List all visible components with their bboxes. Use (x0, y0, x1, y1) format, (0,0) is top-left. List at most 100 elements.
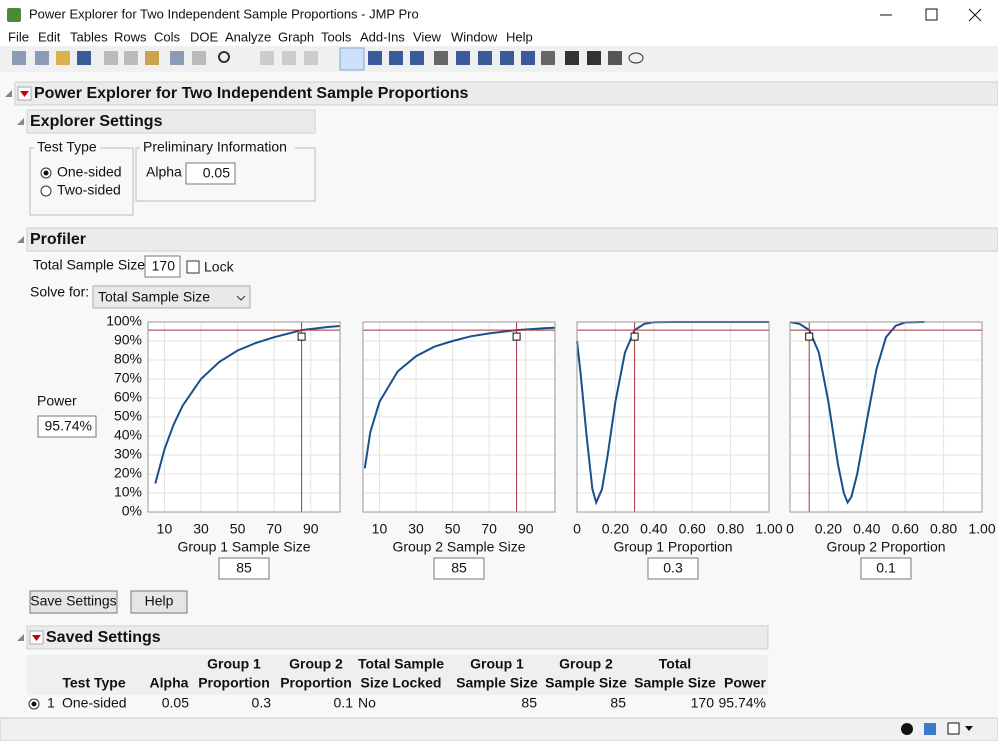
table-header: Group 2 (559, 656, 613, 672)
x-tick-label: 70 (266, 521, 282, 537)
menu-item[interactable]: Window (451, 29, 498, 44)
x-tick-label: 50 (230, 521, 246, 537)
power-input[interactable] (37, 415, 97, 438)
x-axis-label: Group 1 Proportion (613, 539, 732, 555)
disclosure[interactable] (5, 90, 12, 97)
alpha-input[interactable] (185, 162, 236, 185)
button[interactable] (29, 590, 118, 614)
solve-for-dropdown[interactable] (92, 285, 251, 309)
current-input[interactable] (433, 557, 485, 580)
x-axis-label: Group 2 Sample Size (392, 539, 525, 555)
menu-item[interactable]: Cols (154, 29, 181, 44)
status-icons (901, 722, 973, 735)
explorer-settings-title-bar (26, 109, 316, 134)
maximize[interactable] (925, 8, 938, 21)
table-header: Alpha (150, 675, 189, 691)
x-tick-label: 30 (193, 521, 209, 537)
menu-item[interactable]: Analyze (225, 29, 271, 44)
table-header: Group 1 (207, 656, 261, 672)
table-cell: 95.74% (719, 695, 766, 711)
table-header: Sample Size (545, 675, 627, 691)
x-tick-label: 10 (157, 521, 173, 537)
x-tick-label: 0.20 (815, 521, 842, 537)
table-header: Group 2 (289, 656, 343, 672)
menu-item[interactable]: View (413, 29, 442, 44)
plot-border (147, 321, 341, 513)
x-tick-label: 10 (372, 521, 388, 537)
menu-item[interactable]: Help (506, 29, 533, 44)
table-cell: 0.3 (252, 695, 272, 711)
close[interactable] (968, 8, 982, 22)
disclosure[interactable] (17, 634, 24, 641)
menu-item[interactable]: Add-Ins (360, 29, 405, 44)
explorer-settings-title: Explorer Settings (30, 113, 163, 130)
y-tick-label: 80% (114, 351, 142, 367)
lock-label: Lock (204, 259, 235, 275)
current-value: 0.1 (876, 560, 896, 576)
report-title: Power Explorer for Two Independent Sampl… (34, 85, 469, 102)
menu-item[interactable]: Edit (38, 29, 61, 44)
plot-border (789, 321, 983, 513)
menu-item[interactable]: Rows (114, 29, 147, 44)
alpha-label: Alpha (146, 164, 182, 180)
x-tick-label: 0.60 (892, 521, 919, 537)
menu-item[interactable]: Tables (70, 29, 108, 44)
current-point (297, 332, 306, 341)
plot-border (576, 321, 770, 513)
legend-bg (140, 140, 295, 156)
current-input[interactable] (647, 557, 699, 580)
current-point (630, 332, 639, 341)
current-value: 85 (451, 560, 467, 576)
power-curve (154, 325, 341, 484)
red-triangle-icon (20, 91, 29, 97)
table-header: Total Sample (358, 656, 444, 672)
app-icon (7, 8, 21, 22)
current-point (512, 332, 521, 341)
saved-settings-title-bar (26, 625, 769, 650)
button-label: Save Settings (30, 593, 116, 609)
x-tick-label: 30 (408, 521, 424, 537)
y-tick-label: 30% (114, 446, 142, 462)
current-point (805, 332, 814, 341)
y-tick-label: 50% (114, 408, 142, 424)
x-tick-label: 90 (518, 521, 534, 537)
current-value: 0.3 (663, 560, 683, 576)
menu-item[interactable]: Graph (278, 29, 314, 44)
x-tick-label: 0 (573, 521, 581, 537)
row-radio-dot (31, 701, 37, 707)
menu-item[interactable]: Tools (321, 29, 352, 44)
lock-checkbox[interactable] (186, 260, 200, 274)
window-title: Power Explorer for Two Independent Sampl… (29, 6, 419, 21)
toolbar (0, 46, 998, 72)
x-tick-label: 1.00 (755, 521, 782, 537)
disclosure[interactable] (17, 236, 24, 243)
disclosure[interactable] (17, 118, 24, 125)
table-header: Test Type (62, 675, 125, 691)
plot-border (362, 321, 556, 513)
x-tick-label: 0.40 (853, 521, 880, 537)
current-input[interactable] (218, 557, 270, 580)
current-input[interactable] (860, 557, 912, 580)
y-tick-label: 20% (114, 465, 142, 481)
table-header: Proportion (280, 675, 352, 691)
total-sample-size-label: Total Sample Size (33, 257, 145, 273)
table-header: Sample Size (456, 675, 538, 691)
power-value: 95.74% (45, 418, 92, 434)
table-cell: 170 (691, 695, 715, 711)
x-axis-label: Group 2 Proportion (826, 539, 945, 555)
table-cell: No (358, 695, 376, 711)
total-sample-size-input[interactable] (144, 255, 181, 278)
table-cell: 0.05 (162, 695, 189, 711)
current-value: 85 (236, 560, 252, 576)
menu-item[interactable]: DOE (190, 29, 219, 44)
table-header: Sample Size (634, 675, 716, 691)
solve-for-value: Total Sample Size (98, 289, 210, 305)
radio[interactable] (40, 185, 52, 197)
button[interactable] (130, 590, 188, 614)
alpha-value: 0.05 (203, 165, 230, 181)
y-tick-label: 90% (114, 332, 142, 348)
radio-label: Two-sided (57, 182, 121, 198)
menu-item[interactable]: File (8, 29, 29, 44)
x-tick-label: 0.80 (717, 521, 744, 537)
